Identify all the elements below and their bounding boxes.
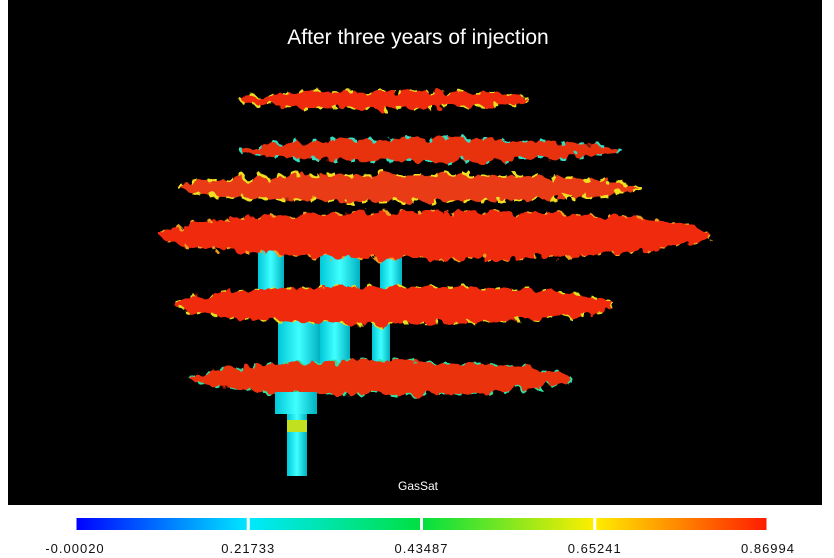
colorbar-tick-label: 0.65241 (568, 541, 622, 556)
page: {"title": "After three years of injectio… (0, 0, 834, 558)
colorbar-tick-label: 0.86994 (741, 541, 795, 556)
colorbar-label: GasSat (398, 479, 439, 493)
colorbar-tick-label: 0.21733 (221, 541, 275, 556)
title: After three years of injection (287, 26, 548, 49)
colorbar-tick-label: 0.43487 (395, 541, 449, 556)
colorbar-tick-label: -0.00020 (45, 541, 104, 556)
visualization: After three years of injection GasSat -0… (0, 0, 834, 558)
